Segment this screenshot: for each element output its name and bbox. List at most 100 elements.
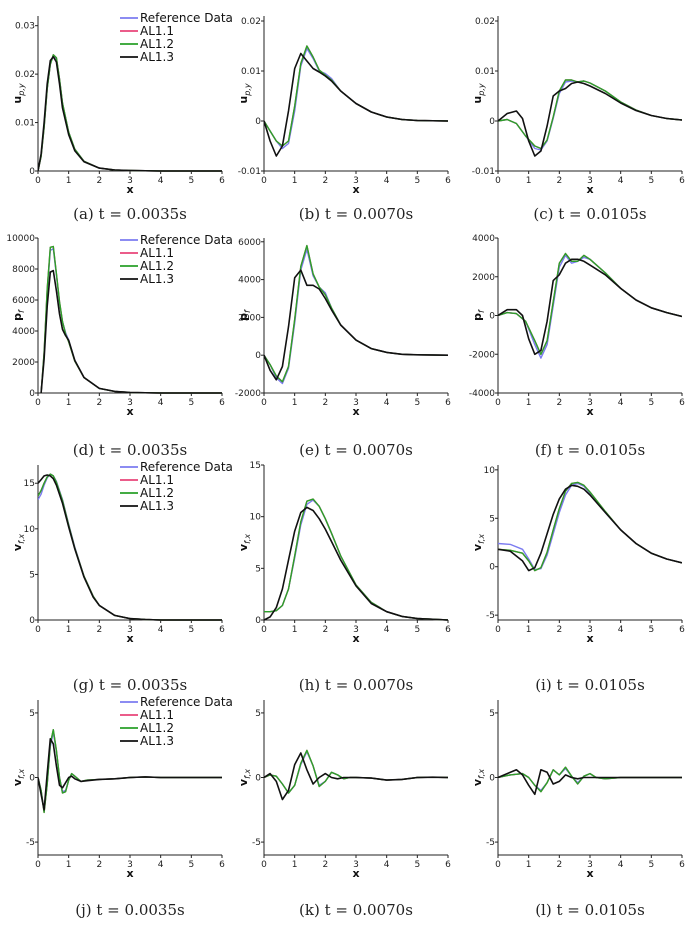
y-tick-label: 0 bbox=[255, 117, 261, 127]
series-line-al11 bbox=[264, 45, 448, 147]
x-tick-label: 4 bbox=[618, 625, 624, 635]
x-tick-label: 2 bbox=[556, 398, 562, 408]
series-line-al11 bbox=[38, 54, 222, 172]
x-tick-label: 0 bbox=[261, 176, 267, 186]
x-axis-label: x bbox=[126, 867, 133, 880]
x-tick-label: 4 bbox=[384, 625, 390, 635]
subplot-caption: (l) t = 0.0105s bbox=[535, 901, 645, 919]
x-tick-label: 2 bbox=[322, 398, 328, 408]
y-tick-label: -5 bbox=[252, 838, 261, 848]
series-line-al13 bbox=[264, 52, 448, 157]
y-tick-label: 10 bbox=[24, 525, 36, 535]
x-tick-label: 0 bbox=[35, 398, 41, 408]
x-tick-label: 2 bbox=[96, 176, 102, 186]
y-tick-label: 0 bbox=[255, 351, 261, 361]
legend-entry: AL1.2 bbox=[140, 37, 174, 51]
x-tick-label: 4 bbox=[158, 625, 164, 635]
x-axis-label: x bbox=[586, 183, 593, 196]
legend-entry: AL1.3 bbox=[140, 272, 174, 286]
y-tick-label: 0 bbox=[29, 389, 35, 399]
y-tick-label: -4000 bbox=[469, 389, 495, 399]
y-tick-label: 0 bbox=[489, 312, 495, 322]
x-tick-label: 0 bbox=[261, 860, 267, 870]
subplot-caption: (c) t = 0.0105s bbox=[533, 205, 646, 223]
x-tick-label: 0 bbox=[35, 176, 41, 186]
y-tick-label: -0.01 bbox=[472, 167, 495, 177]
x-tick-label: 0 bbox=[495, 398, 501, 408]
y-tick-label: 0.02 bbox=[241, 17, 261, 27]
x-tick-label: 3 bbox=[587, 625, 593, 635]
x-tick-label: 6 bbox=[445, 398, 451, 408]
x-tick-label: 2 bbox=[556, 176, 562, 186]
y-axis-label: up,y bbox=[471, 83, 486, 103]
y-tick-label: 0.01 bbox=[475, 67, 495, 77]
x-tick-label: 1 bbox=[526, 860, 532, 870]
x-axis-label: x bbox=[352, 183, 359, 196]
legend-entry: Reference Data bbox=[140, 460, 233, 474]
y-tick-label: 8000 bbox=[12, 265, 35, 275]
series-line-al11 bbox=[498, 79, 682, 150]
x-tick-label: 6 bbox=[679, 398, 685, 408]
subplot-caption: (b) t = 0.0070s bbox=[299, 205, 413, 223]
y-tick-label: 5 bbox=[255, 709, 261, 719]
x-tick-label: 3 bbox=[353, 176, 359, 186]
y-tick-label: 0 bbox=[255, 616, 261, 626]
series-line-al13 bbox=[264, 269, 448, 381]
x-tick-label: 5 bbox=[648, 176, 654, 186]
x-tick-label: 4 bbox=[384, 860, 390, 870]
x-axis-label: x bbox=[586, 632, 593, 645]
y-tick-label: -5 bbox=[486, 611, 495, 621]
x-tick-label: 1 bbox=[66, 860, 72, 870]
x-tick-label: 4 bbox=[158, 398, 164, 408]
y-tick-label: 6000 bbox=[12, 296, 35, 306]
y-tick-label: 0.03 bbox=[15, 22, 35, 32]
series-line-al12 bbox=[264, 45, 448, 147]
y-tick-label: 2000 bbox=[238, 313, 261, 323]
legend-entry: AL1.1 bbox=[140, 473, 174, 487]
x-axis-label: x bbox=[586, 405, 593, 418]
x-tick-label: 4 bbox=[618, 398, 624, 408]
y-axis-label: vf,x bbox=[237, 769, 252, 786]
legend-entry: AL1.1 bbox=[140, 246, 174, 260]
y-tick-label: 4000 bbox=[12, 327, 35, 337]
x-tick-label: 6 bbox=[219, 625, 225, 635]
x-tick-label: 0 bbox=[35, 625, 41, 635]
x-tick-label: 2 bbox=[322, 176, 328, 186]
x-tick-label: 2 bbox=[96, 625, 102, 635]
legend-entry: AL1.2 bbox=[140, 486, 174, 500]
series-line-al13 bbox=[498, 768, 682, 796]
series-line-al13 bbox=[38, 737, 222, 811]
subplot-caption: (j) t = 0.0035s bbox=[75, 901, 184, 919]
y-axis-label: up,y bbox=[11, 83, 26, 103]
x-tick-label: 0 bbox=[495, 176, 501, 186]
x-tick-label: 2 bbox=[322, 625, 328, 635]
x-axis-label: x bbox=[352, 632, 359, 645]
x-tick-label: 4 bbox=[384, 176, 390, 186]
x-tick-label: 1 bbox=[292, 176, 298, 186]
subplot-k: 0 1 2 3 4 5 6 -5 0 5 x vf,x (k) t = 0.0070s bbox=[237, 700, 451, 919]
series-line-reference bbox=[264, 248, 448, 385]
y-axis-label: vf,x bbox=[11, 534, 26, 551]
x-tick-label: 6 bbox=[445, 625, 451, 635]
x-tick-label: 5 bbox=[414, 625, 420, 635]
series-line-al12 bbox=[264, 244, 448, 383]
subplot-d: 0 1 2 3 4 5 6 0 2000 4000 6000 8000 10000 x pf Referenc… bbox=[6, 232, 233, 459]
y-axis-label: pf bbox=[471, 309, 486, 321]
series-line-al13 bbox=[498, 484, 682, 572]
x-tick-label: 3 bbox=[127, 860, 133, 870]
x-tick-label: 6 bbox=[679, 625, 685, 635]
x-tick-label: 5 bbox=[188, 625, 194, 635]
x-tick-label: 1 bbox=[292, 860, 298, 870]
y-tick-label: 15 bbox=[24, 479, 35, 489]
legend-entry: AL1.2 bbox=[140, 721, 174, 735]
x-axis-label: x bbox=[126, 632, 133, 645]
y-tick-label: 0 bbox=[29, 774, 35, 784]
y-axis-label: vf,x bbox=[471, 534, 486, 551]
x-tick-label: 6 bbox=[219, 176, 225, 186]
